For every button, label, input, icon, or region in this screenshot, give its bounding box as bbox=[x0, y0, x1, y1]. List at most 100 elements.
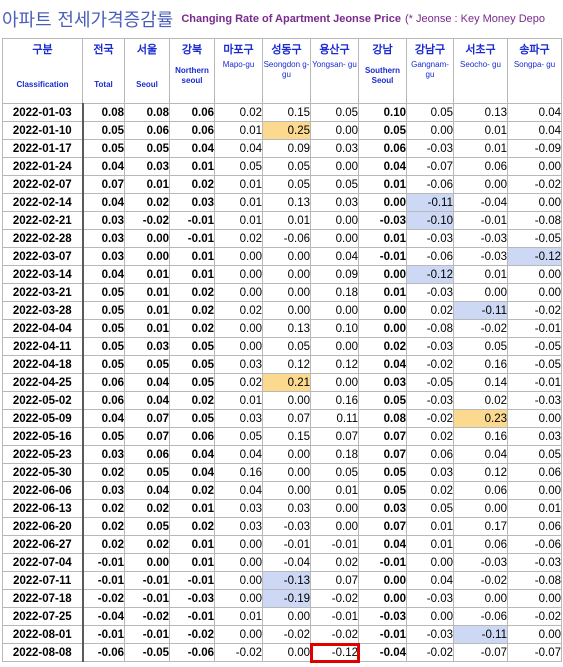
value-cell: 0.06 bbox=[124, 445, 170, 464]
value-cell: 0.05 bbox=[81, 139, 125, 158]
value-cell: 0.00 bbox=[453, 589, 508, 608]
value-cell: 0.04 bbox=[358, 157, 407, 176]
value-cell: -0.03 bbox=[406, 589, 454, 608]
value-cell: 0.04 bbox=[358, 355, 407, 374]
header-seocho-gu: 서초구 Seocho- gu bbox=[453, 38, 508, 104]
value-cell: -0.08 bbox=[406, 319, 454, 338]
value-cell: 0.02 bbox=[169, 301, 215, 320]
value-cell: 0.00 bbox=[262, 607, 311, 626]
value-cell: -0.02 bbox=[406, 643, 454, 662]
value-cell: 0.05 bbox=[406, 103, 454, 122]
value-cell: 0.04 bbox=[169, 445, 215, 464]
value-cell: 0.08 bbox=[81, 103, 125, 122]
value-cell: 0.05 bbox=[81, 301, 125, 320]
value-cell: 0.00 bbox=[310, 229, 359, 248]
header-en: Northern seoul bbox=[175, 66, 209, 85]
value-cell: 0.06 bbox=[406, 445, 454, 464]
value-cell: 0.00 bbox=[262, 265, 311, 284]
value-cell: 0.04 bbox=[169, 463, 215, 482]
header-ko: 마포구 bbox=[223, 43, 254, 56]
value-cell: -0.06 bbox=[406, 175, 454, 194]
value-cell: -0.12 bbox=[406, 265, 454, 284]
value-cell: -0.02 bbox=[124, 607, 170, 626]
table-row: 2022-06-27 0.02 0.02 0.01 0.00 -0.01 -0.01 0.04… bbox=[2, 535, 562, 554]
date-cell: 2022-01-03 bbox=[2, 103, 83, 122]
value-cell: -0.03 bbox=[358, 211, 407, 230]
value-cell: -0.02 bbox=[124, 211, 170, 230]
value-cell: 0.03 bbox=[358, 373, 407, 392]
value-cell: 0.23 bbox=[453, 409, 508, 428]
date-cell: 2022-05-30 bbox=[2, 463, 83, 482]
date-cell: 2022-04-25 bbox=[2, 373, 83, 392]
title-english: Changing Rate of Apartment Jeonse Price bbox=[181, 13, 401, 25]
value-cell: 0.04 bbox=[81, 409, 125, 428]
value-cell: 0.00 bbox=[214, 553, 263, 572]
value-cell: 0.04 bbox=[453, 445, 508, 464]
value-cell: 0.02 bbox=[169, 319, 215, 338]
value-cell: 0.04 bbox=[81, 157, 125, 176]
value-cell: 0.18 bbox=[310, 445, 359, 464]
value-cell: 0.01 bbox=[453, 139, 508, 158]
header-row: 구분 Classification 전국 Total 서울 Seoul 강북 North… bbox=[2, 38, 562, 104]
date-cell: 2022-06-06 bbox=[2, 481, 83, 500]
value-cell: 0.05 bbox=[310, 103, 359, 122]
value-cell: -0.03 bbox=[406, 283, 454, 302]
value-cell: 0.04 bbox=[169, 139, 215, 158]
table-row: 2022-03-28 0.05 0.01 0.02 0.02 0.00 0.00 0.00 0.… bbox=[2, 301, 562, 320]
value-cell: -0.06 bbox=[169, 643, 215, 662]
value-cell: 0.00 bbox=[358, 571, 407, 590]
value-cell: 0.00 bbox=[310, 157, 359, 176]
date-cell: 2022-04-04 bbox=[2, 319, 83, 338]
value-cell: 0.02 bbox=[358, 337, 407, 356]
value-cell: 0.01 bbox=[214, 211, 263, 230]
value-cell: -0.03 bbox=[507, 553, 562, 572]
date-cell: 2022-02-07 bbox=[2, 175, 83, 194]
value-cell: 0.02 bbox=[81, 535, 125, 554]
value-cell: -0.03 bbox=[169, 589, 215, 608]
value-cell: -0.01 bbox=[310, 535, 359, 554]
value-cell: -0.10 bbox=[406, 211, 454, 230]
value-cell: -0.07 bbox=[406, 157, 454, 176]
value-cell: 0.05 bbox=[358, 391, 407, 410]
value-cell: 0.06 bbox=[169, 427, 215, 446]
table-row: 2022-05-02 0.06 0.04 0.02 0.01 0.00 0.16 0.05 -0… bbox=[2, 391, 562, 410]
table-row: 2022-03-14 0.04 0.01 0.01 0.00 0.00 0.09 0.00 -0… bbox=[2, 265, 562, 284]
value-cell: 0.03 bbox=[214, 355, 263, 374]
header-ko: 강북 bbox=[181, 43, 203, 56]
header-mapo-gu: 마포구 Mapo-gu bbox=[214, 38, 263, 104]
value-cell: 0.02 bbox=[214, 301, 263, 320]
value-cell: 0.04 bbox=[507, 103, 562, 122]
value-cell: 0.05 bbox=[81, 283, 125, 302]
value-cell: 0.03 bbox=[81, 211, 125, 230]
value-cell: 0.03 bbox=[81, 481, 125, 500]
table-row: 2022-01-10 0.05 0.06 0.06 0.01 0.25 0.00 0.05 0.… bbox=[2, 121, 562, 140]
value-cell: 0.00 bbox=[214, 625, 263, 644]
value-cell: 0.00 bbox=[124, 229, 170, 248]
value-cell: 0.07 bbox=[310, 427, 359, 446]
date-cell: 2022-07-04 bbox=[2, 553, 83, 572]
value-cell: 0.21 bbox=[262, 373, 311, 392]
header-classification: 구분 Classification bbox=[2, 38, 83, 104]
table-row: 2022-04-25 0.06 0.04 0.05 0.02 0.21 0.00 0.03 -0… bbox=[2, 373, 562, 392]
value-cell: 0.01 bbox=[214, 193, 263, 212]
date-cell: 2022-03-28 bbox=[2, 301, 83, 320]
table-row: 2022-07-18 -0.02 -0.01 -0.03 0.00 -0.19 -0.02 0… bbox=[2, 589, 562, 608]
value-cell: 0.07 bbox=[310, 571, 359, 590]
table-row: 2022-04-18 0.05 0.05 0.05 0.03 0.12 0.12 0.04 -0… bbox=[2, 355, 562, 374]
value-cell: -0.02 bbox=[507, 607, 562, 626]
value-cell: 0.01 bbox=[169, 499, 215, 518]
value-cell: 0.03 bbox=[214, 499, 263, 518]
header-en: Mapo-gu bbox=[222, 60, 255, 69]
value-cell: 0.18 bbox=[310, 283, 359, 302]
value-cell: 0.00 bbox=[358, 265, 407, 284]
table-row: 2022-01-24 0.04 0.03 0.01 0.05 0.05 0.00 0.04 -0… bbox=[2, 157, 562, 176]
value-cell: 0.16 bbox=[310, 391, 359, 410]
value-cell: 0.00 bbox=[358, 589, 407, 608]
value-cell: 0.02 bbox=[453, 391, 508, 410]
value-cell: -0.04 bbox=[81, 607, 125, 626]
value-cell: -0.04 bbox=[262, 553, 311, 572]
date-cell: 2022-07-11 bbox=[2, 571, 83, 590]
value-cell: 0.02 bbox=[124, 499, 170, 518]
value-cell: 0.04 bbox=[214, 481, 263, 500]
value-cell: 0.02 bbox=[214, 103, 263, 122]
